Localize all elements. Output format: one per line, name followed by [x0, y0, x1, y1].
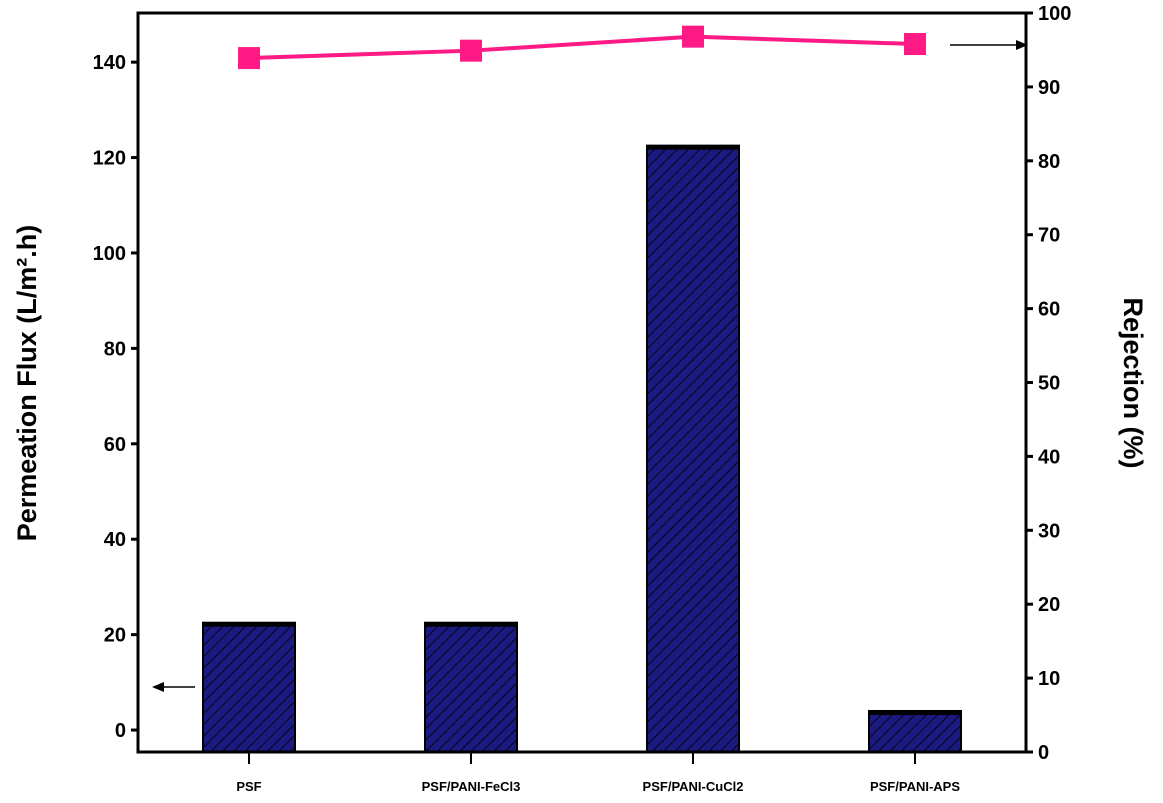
right-tick-label: 100 [1038, 3, 1071, 25]
right-arrow-head-icon [1016, 40, 1028, 50]
bar-3 [868, 709, 962, 753]
left-tick-label: 60 [104, 434, 126, 456]
rejection-marker-0 [238, 47, 260, 70]
left-arrow-head-icon [152, 682, 164, 692]
right-tick-label: 10 [1038, 668, 1060, 690]
left-tick-label: 20 [104, 625, 126, 647]
left-tick-label: 100 [93, 243, 126, 265]
rejection-marker-3 [904, 33, 926, 56]
axes-layer: 0 20 40 60 80 100 120 140 0 10 20 30 40 50 60 70 80 90 100… [93, 3, 1072, 794]
rejection-line [248, 34, 916, 61]
x-tick-label: PSF/PANI-FeCl3 [422, 779, 521, 794]
right-tick-label: 20 [1038, 594, 1060, 616]
right-tick-label: 60 [1038, 299, 1060, 321]
right-tick-label: 50 [1038, 373, 1060, 395]
left-tick-label: 140 [93, 52, 126, 74]
y-axis-left-label: Permeation Flux (L/m².h) [12, 225, 42, 542]
rejection-marker-1 [460, 39, 482, 62]
x-tick-label: PSF/PANI-APS [870, 779, 960, 794]
left-tick-label: 0 [115, 720, 126, 742]
right-tick-label: 80 [1038, 151, 1060, 173]
right-tick-label: 40 [1038, 446, 1060, 468]
y-axis-right-label: Rejection (%) [1118, 297, 1148, 468]
rejection-marker-2 [682, 25, 704, 48]
x-tick-label: PSF/PANI-CuCl2 [643, 779, 744, 794]
right-tick-label: 90 [1038, 77, 1060, 99]
bar-2 [646, 144, 740, 754]
x-tick-label: PSF [236, 779, 261, 794]
bar-0 [202, 621, 296, 753]
right-tick-label: 0 [1038, 742, 1049, 764]
left-tick-label: 40 [104, 529, 126, 551]
rejection-line-layer [238, 25, 926, 70]
left-tick-label: 120 [93, 148, 126, 170]
right-tick-label: 70 [1038, 225, 1060, 247]
bar-1 [424, 621, 518, 753]
right-tick-label: 30 [1038, 520, 1060, 542]
left-tick-label: 80 [104, 338, 126, 360]
bars-layer [202, 144, 962, 754]
